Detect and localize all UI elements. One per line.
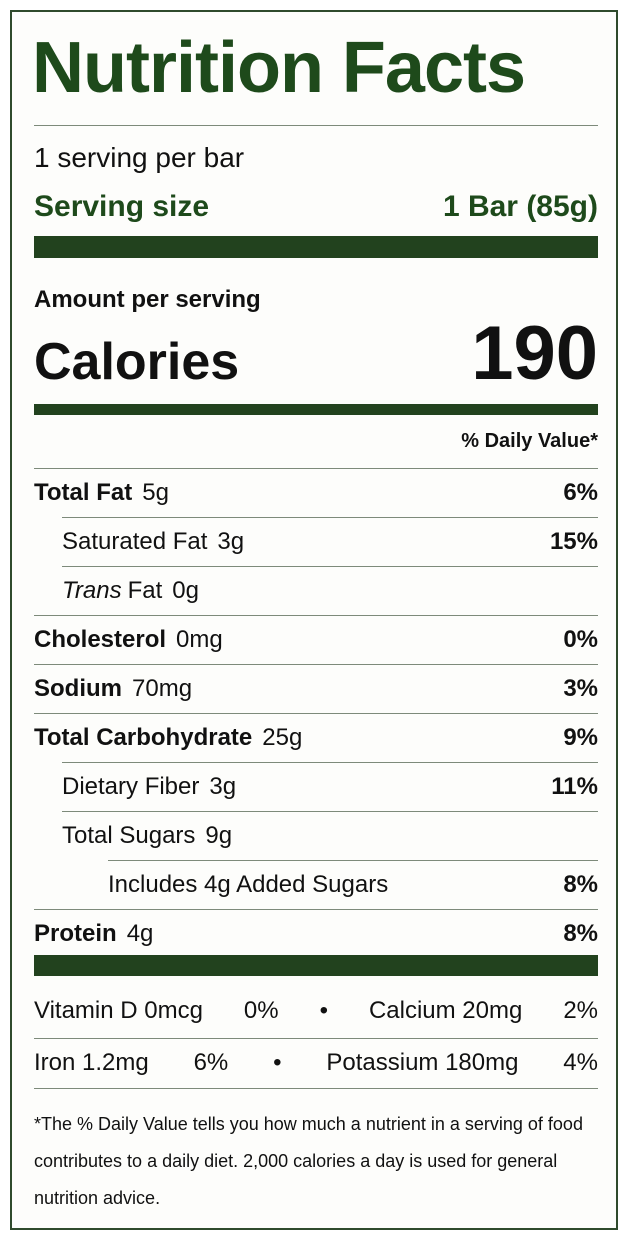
vitamin-dv: 0% — [243, 997, 279, 1024]
rule — [34, 615, 598, 616]
medium-bar — [34, 404, 598, 415]
bullet: • — [319, 997, 328, 1024]
rule — [34, 713, 598, 714]
amount-per-serving: Amount per serving — [34, 286, 261, 313]
rule — [34, 125, 598, 126]
servings: 1 serving per bar — [34, 142, 245, 173]
nutrient-name-group: Protein — [34, 920, 117, 948]
rule — [34, 1088, 598, 1089]
serving-size-label: Serving size — [34, 190, 210, 223]
nutrient-name: Dietary Fiber — [62, 772, 200, 800]
nutrient-amount: 5g — [142, 478, 169, 506]
nutrient-row: Dietary Fiber 3g 11% — [34, 762, 598, 811]
nutrient-amount: 3g — [209, 772, 237, 800]
nutrient-name: Fat — [127, 576, 163, 604]
nutrient-row: Includes 4g Added Sugars 8% — [34, 860, 598, 909]
rule — [34, 468, 598, 469]
rule — [34, 909, 598, 910]
vitamin-name: Potassium 180mg — [326, 1049, 519, 1076]
vitamin-row: Vitamin D 0mcg 0% • Calcium 20mg 2% — [34, 986, 598, 1036]
rule — [34, 664, 598, 665]
rule — [34, 1038, 598, 1039]
vitamin-name: Vitamin D 0mcg — [34, 997, 203, 1024]
nutrient-dv: 0% — [563, 625, 598, 653]
vitamin-dv: 4% — [563, 1049, 598, 1076]
vitamin-row: Iron 1.2mg 6% • Potassium 180mg 4% — [34, 1038, 598, 1088]
nutrient-row: Trans Fat 0g — [34, 566, 598, 615]
nutrient-amount: 0mg — [176, 625, 223, 653]
footnote: *The % Daily Value tells you how much a … — [34, 1114, 583, 1208]
nutrient-row: Sodium 70mg 3% — [34, 664, 598, 713]
nutrient-name: Total Fat — [34, 478, 133, 506]
nutrient-row: Protein 4g 8% — [34, 909, 598, 958]
nutrient-amount: 4g — [126, 919, 154, 947]
vitamin-dv: 6% — [193, 1049, 229, 1076]
nutrient-dv: 8% — [563, 870, 598, 898]
rule — [62, 517, 598, 518]
rule — [62, 762, 598, 763]
nutrient-amount: 3g — [217, 527, 245, 555]
nutrient-name: Saturated Fat — [62, 527, 208, 555]
calories-label: Calories — [34, 333, 240, 391]
nutrient-dv: 11% — [551, 772, 598, 800]
nutrient-amount: 0g — [172, 576, 199, 604]
vitamin-name: Iron 1.2mg — [34, 1049, 149, 1076]
nutrient-name-group: Total Fat — [34, 479, 132, 507]
nutrient-name-italic: Trans — [62, 576, 122, 604]
nutrition-label — [10, 10, 618, 1230]
nutrient-name: Cholesterol — [34, 625, 167, 653]
nutrient-name: Protein — [34, 919, 117, 947]
nutrient-dv: 8% — [563, 919, 598, 947]
rule — [62, 566, 598, 567]
rule — [108, 860, 598, 861]
title: Nutrition Facts — [32, 28, 526, 108]
calories-value: 190 — [471, 311, 598, 396]
nutrient-name: Total Sugars — [62, 821, 196, 849]
nutrient-name-group: Saturated Fat — [62, 528, 207, 556]
rule — [62, 811, 598, 812]
nutrient-name-group: Cholesterol — [34, 626, 166, 654]
daily-value-header: % Daily Value* — [461, 430, 598, 452]
nutrient-name-group: Total Sugars — [62, 822, 195, 850]
nutrient-name: Sodium — [34, 674, 122, 702]
serving-size-value: 1 Bar (85g) — [442, 190, 598, 223]
nutrient-row: Cholesterol 0mg 0% — [34, 615, 598, 664]
nutrient-name: Includes 4g Added Sugars — [108, 870, 389, 898]
nutrient-name-group: Sodium — [34, 675, 122, 703]
nutrient-amount: 25g — [262, 723, 303, 751]
nutrient-dv: 6% — [563, 478, 598, 506]
thick-bar — [34, 955, 598, 976]
nutrient-amount: 70mg — [132, 674, 193, 702]
bullet: • — [273, 1049, 282, 1076]
nutrient-row: Saturated Fat 3g 15% — [34, 517, 598, 566]
nutrient-name-group: Total Carbohydrate — [34, 724, 252, 752]
nutrient-name-group: Dietary Fiber — [62, 773, 199, 801]
nutrient-dv: 15% — [549, 527, 598, 555]
thick-bar — [34, 236, 598, 258]
nutrient-name-group: Trans Fat — [62, 577, 162, 605]
nutrient-name-group: Includes 4g Added Sugars — [108, 871, 388, 899]
nutrient-dv: 3% — [563, 674, 598, 702]
nutrient-row: Total Sugars 9g — [34, 811, 598, 860]
nutrient-amount: 9g — [205, 821, 233, 849]
nutrient-row: Total Fat 5g 6% — [34, 468, 598, 517]
nutrient-row: Total Carbohydrate 25g 9% — [34, 713, 598, 762]
vitamin-name: Calcium 20mg — [368, 997, 523, 1024]
vitamin-dv: 2% — [563, 997, 598, 1024]
nutrient-dv: 9% — [563, 723, 598, 751]
nutrient-name: Total Carbohydrate — [34, 723, 253, 751]
